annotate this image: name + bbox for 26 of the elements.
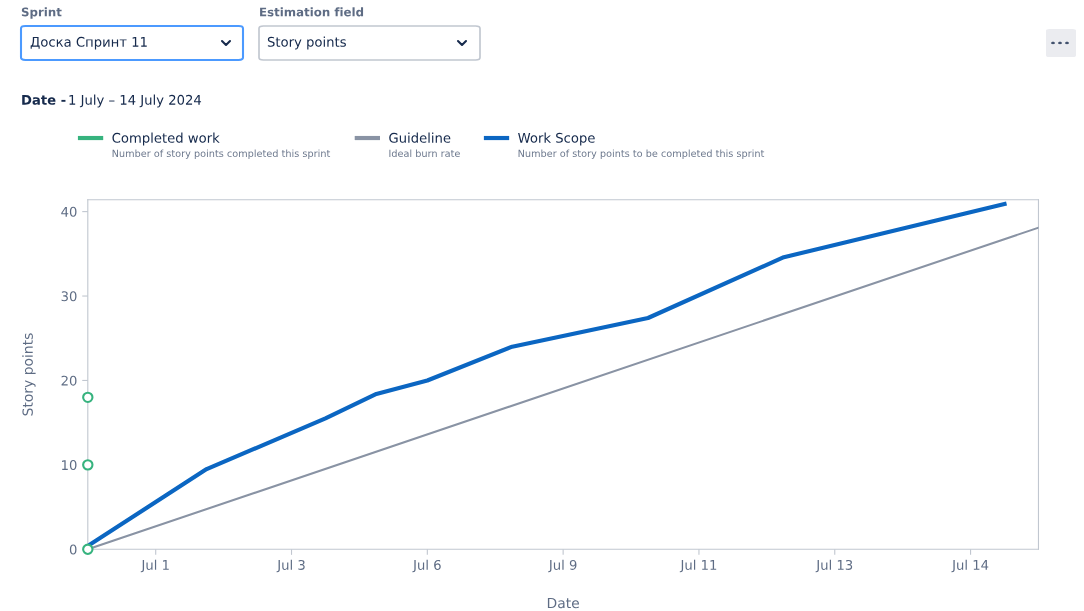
x-tick-label: Jul 13 [815,559,853,573]
text: Ideal burn rate [389,149,460,158]
chart-title: Date - [22,95,66,105]
text: Sprint [21,7,62,19]
legend-label: Guideline [389,132,451,143]
x-tick-label: Jul 3 [276,559,305,573]
x-tick-label: Jul 14 [951,559,989,573]
text: Доска Спринт 11 [30,36,147,50]
y-tick-label: 20 [61,375,77,386]
x-tick-label: Jul 6 [412,559,441,573]
text: Number of story points completed this sprint [112,149,331,159]
text: Estimation field [260,7,364,17]
y-tick-label: 40 [61,206,77,217]
x-tick-label: Jul 9 [548,559,577,573]
x-tick-label: Jul 11 [679,559,717,573]
y-tick-label: 10 [62,460,77,471]
chart-subtitle: 1 July – 14 July 2024 [69,94,202,108]
legend-label: Work Scope [518,132,595,146]
text: Story points [267,36,346,50]
y-tick-label: 0 [69,544,77,555]
text: Number of story points to be completed this sprint [518,149,765,159]
y-tick-label: 30 [61,291,77,302]
y-axis-title: Story points [22,333,36,416]
x-tick-label: Jul 1 [140,559,169,573]
x-axis-title: Date [547,597,579,609]
legend-label: Completed work [112,132,220,146]
